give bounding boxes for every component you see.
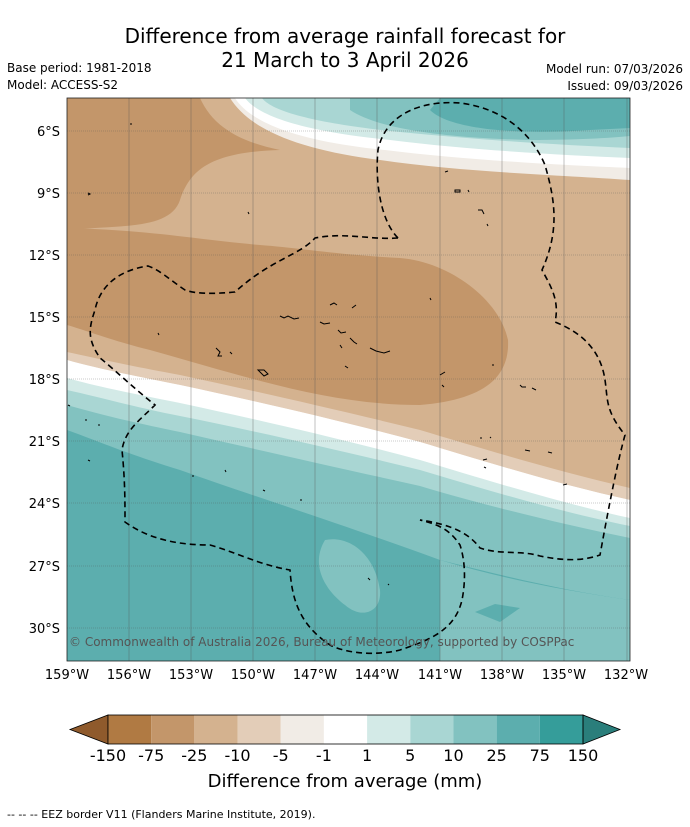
lat-label: 9°S [37, 187, 60, 202]
colorbar-segment [496, 715, 540, 744]
issued-date: Issued: 09/03/2026 [567, 79, 683, 93]
colorbar-tick-label: -10 [224, 746, 250, 765]
latitude-labels: 6°S 9°S 12°S 15°S 18°S 21°S 24°S 27°S 30… [29, 125, 60, 637]
colorbar-tick-label: 5 [405, 746, 415, 765]
colorbar-tick-label: -25 [181, 746, 207, 765]
lon-label: 135°W [542, 668, 586, 683]
colorbar-tick-label: 150 [568, 746, 599, 765]
islands [67, 123, 568, 586]
colorbar: -150 -75 -25 -10 -5 -1 1 5 10 25 75 150 [68, 714, 622, 765]
meta-right: Model run: 07/03/2026 Issued: 09/03/2026 [546, 61, 683, 95]
meta-left: Base period: 1981-2018 Model: ACCESS-S2 [7, 60, 152, 94]
colorbar-tick-label: -75 [138, 746, 164, 765]
colorbar-tick-label: 10 [443, 746, 463, 765]
colorbar-segment [410, 715, 454, 744]
map-title: Difference from average rainfall forecas… [0, 24, 690, 72]
model-run: Model run: 07/03/2026 [545, 62, 683, 76]
lon-label: 153°W [169, 668, 213, 683]
colorbar-tick-label: 75 [530, 746, 550, 765]
colorbar-tick-label: 25 [486, 746, 506, 765]
eez-borders [89, 101, 626, 655]
lon-label: 147°W [293, 668, 337, 683]
lat-label: 6°S [37, 125, 60, 140]
colorbar-segment [194, 715, 238, 744]
colorbar-segment [151, 715, 195, 744]
lon-label: 138°W [480, 668, 524, 683]
colorbar-segment [280, 715, 324, 744]
longitude-labels: 159°W 156°W 153°W 150°W 147°W 144°W 141°… [45, 668, 648, 683]
lon-label: 159°W [45, 668, 89, 683]
colorbar-tick-label: -1 [316, 746, 332, 765]
lon-label: 156°W [107, 668, 151, 683]
lon-label: 132°W [604, 668, 648, 683]
lon-label: 144°W [355, 668, 399, 683]
eez-footnote: -- -- -- EEZ border V11 (Flanders Marine… [7, 808, 316, 821]
lon-label: 150°W [231, 668, 275, 683]
colorbar-tick-label: -5 [273, 746, 289, 765]
colorbar-tick-label: -150 [90, 746, 126, 765]
lat-label: 24°S [29, 497, 60, 512]
map-field [67, 98, 630, 661]
colorbar-extend-high [582, 714, 622, 745]
model-name: Model: ACCESS-S2 [7, 78, 119, 92]
copyright-notice: © Commonwealth of Australia 2026, Bureau… [69, 635, 574, 649]
lat-label: 21°S [29, 435, 60, 450]
colorbar-segment [367, 715, 411, 744]
colorbar-extend-low [68, 714, 109, 745]
legend-title: Difference from average (mm) [207, 771, 483, 792]
title-line-2: 21 March to 3 April 2026 [221, 48, 469, 72]
lat-label: 30°S [29, 622, 60, 637]
colorbar-segment [108, 715, 152, 744]
colorbar-segment [237, 715, 281, 744]
lat-label: 12°S [29, 249, 60, 264]
colorbar-frame [107, 714, 584, 745]
base-period: Base period: 1981-2018 [7, 61, 152, 75]
lat-label: 27°S [29, 560, 60, 575]
colorbar-segment [323, 715, 368, 744]
lon-label: 141°W [418, 668, 462, 683]
colorbar-tick-label: 1 [362, 746, 372, 765]
lat-label: 18°S [29, 373, 60, 388]
lat-label: 15°S [29, 311, 60, 326]
colorbar-segment [453, 715, 497, 744]
colorbar-segment [539, 715, 583, 744]
title-line-1: Difference from average rainfall forecas… [124, 24, 566, 48]
